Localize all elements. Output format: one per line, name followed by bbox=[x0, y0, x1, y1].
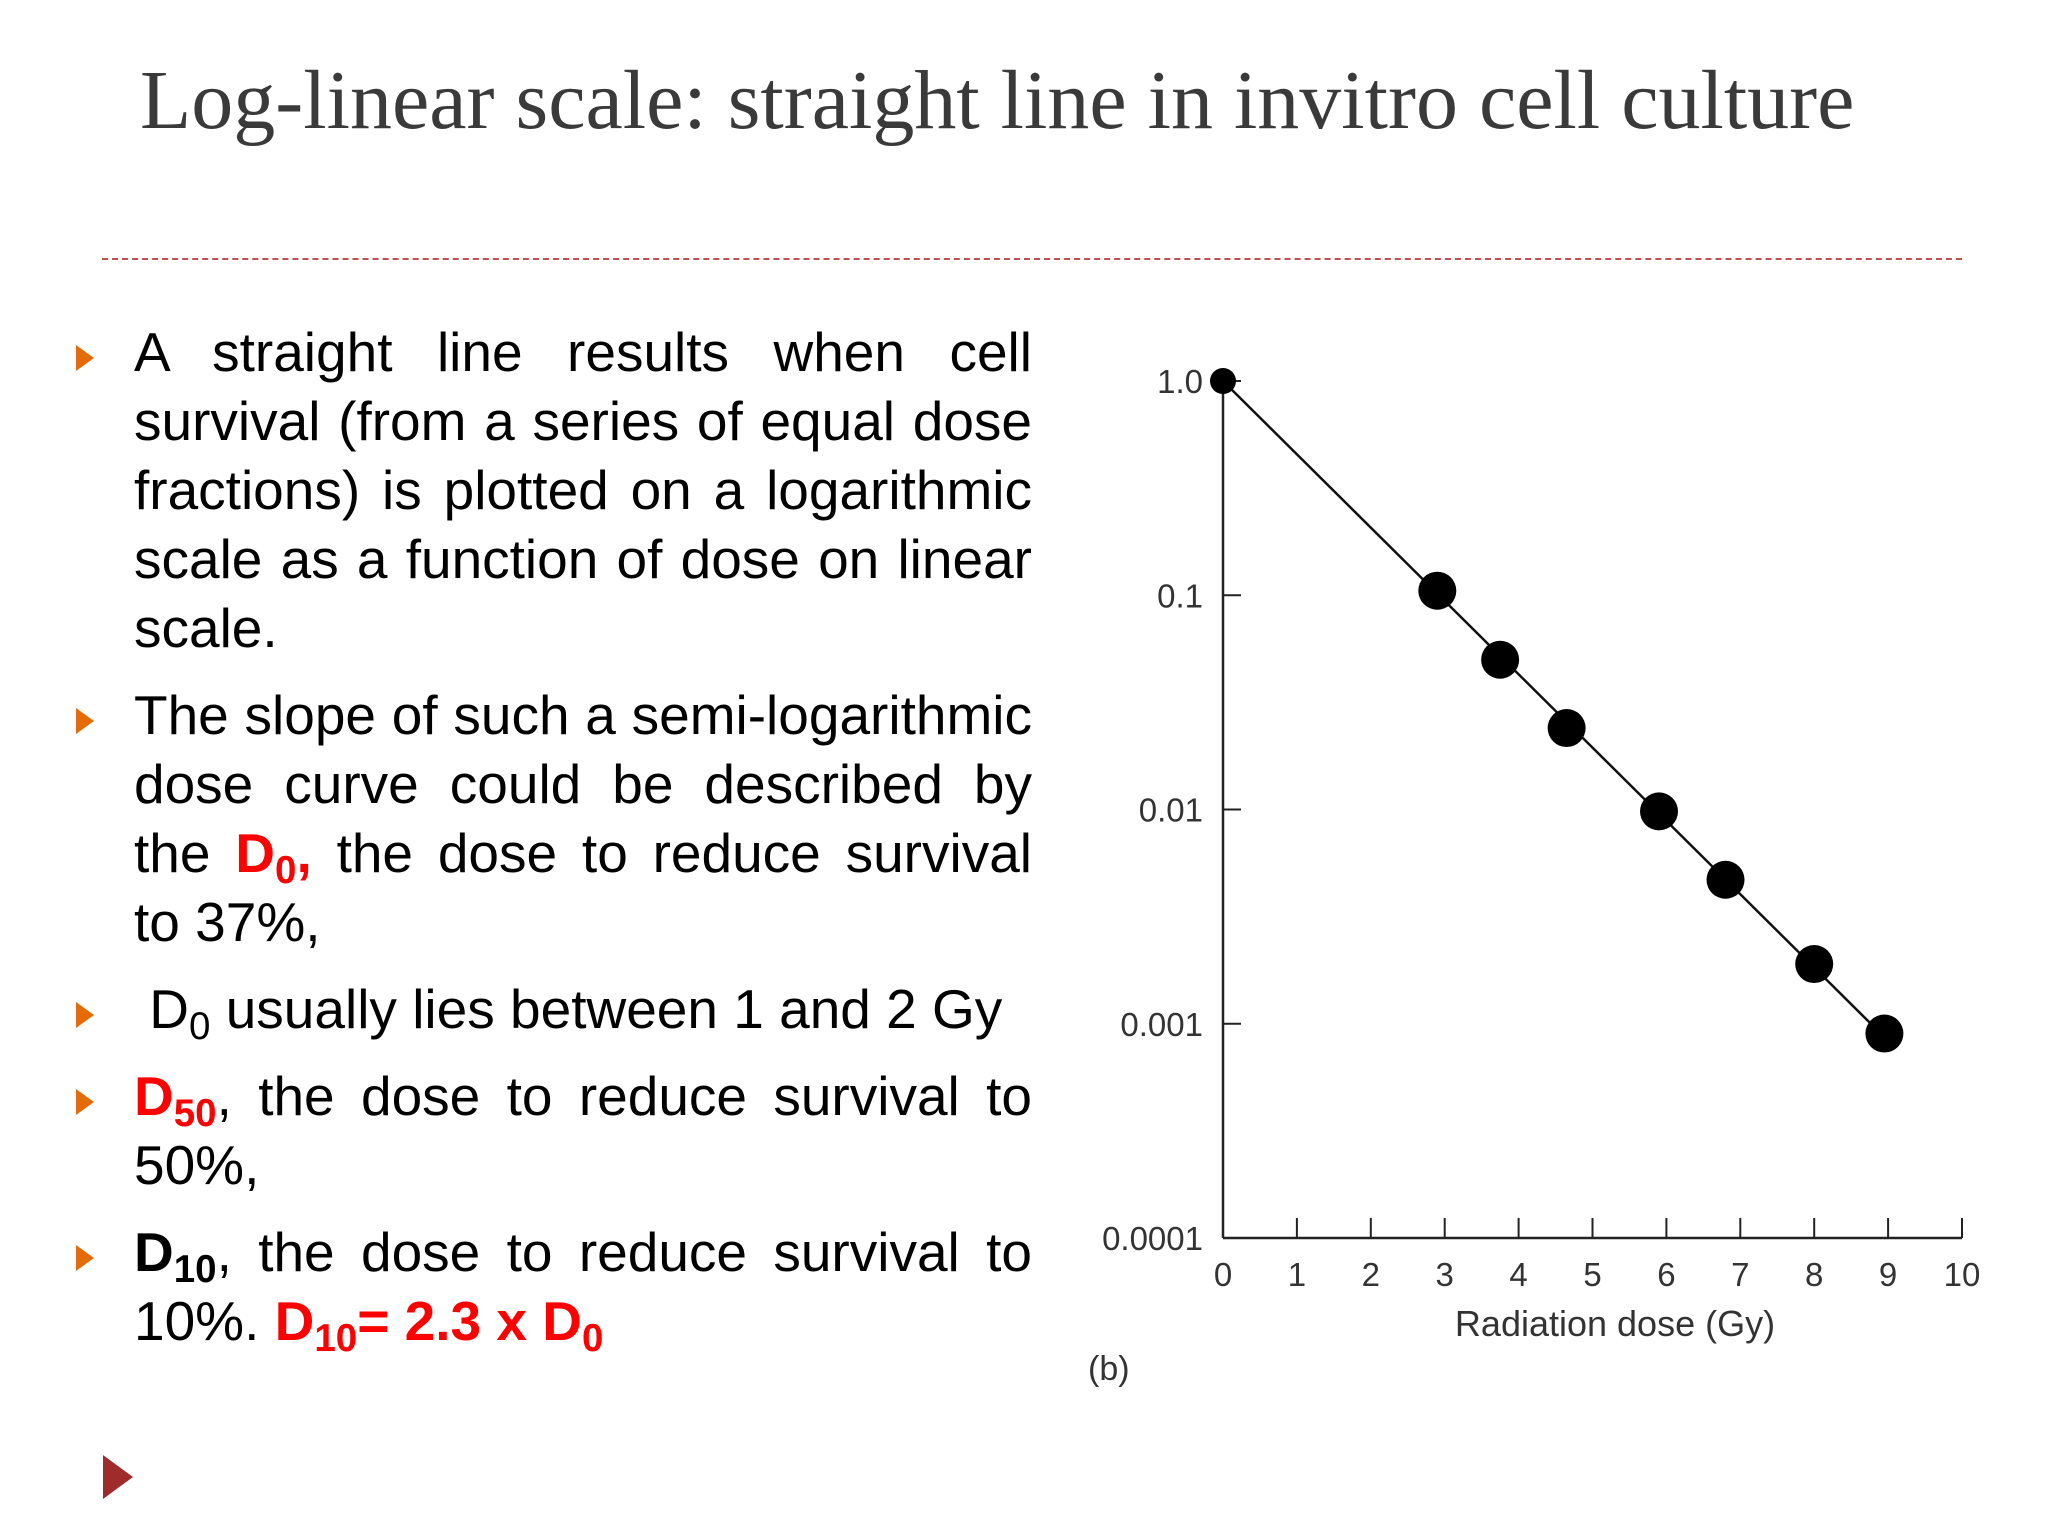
survival-curve-chart: 1.0 0.1 0.01 0.001 0.0001 0 1 2 3 4 5 6 7 8 9 10 Radia… bbox=[1088, 363, 1980, 1388]
next-slide-arrow-icon[interactable] bbox=[103, 1455, 133, 1499]
y-tick-label: 0.0001 bbox=[1102, 1220, 1203, 1257]
x-tick-label: 9 bbox=[1879, 1256, 1897, 1293]
y-tick-label: 0.01 bbox=[1139, 792, 1203, 829]
bullet-text-rest: the dose to reduce survival to 37%, bbox=[134, 822, 1033, 953]
bullet-text: The slope of such a semi-logarithmic dos… bbox=[134, 684, 1032, 884]
bullet-d10: D10, the dose to reduce survival to 10%.… bbox=[62, 1218, 1032, 1360]
x-tick-label: 5 bbox=[1583, 1256, 1601, 1293]
x-tick-label: 3 bbox=[1436, 1256, 1454, 1293]
data-point bbox=[1481, 640, 1520, 679]
bullet-arrow-icon bbox=[76, 708, 94, 734]
x-tick-label: 10 bbox=[1944, 1256, 1980, 1293]
bullet-arrow-icon bbox=[76, 1002, 94, 1028]
bullet-straight-line: A straight line results when cell surviv… bbox=[62, 318, 1032, 663]
d10-equation: D10= 2.3 x D0 bbox=[274, 1290, 604, 1360]
bullet-arrow-icon bbox=[76, 345, 94, 371]
x-tick-label: 4 bbox=[1509, 1256, 1527, 1293]
y-tick-label: 1.0 bbox=[1157, 363, 1203, 400]
y-tick-label: 0.1 bbox=[1157, 577, 1203, 614]
x-tick-label: 8 bbox=[1805, 1256, 1823, 1293]
slide-title: Log-linear scale: straight line in invit… bbox=[140, 54, 1855, 147]
y-axis-ticks: 1.0 0.1 0.01 0.001 0.0001 bbox=[1102, 363, 1241, 1257]
bullet-slope-d0: The slope of such a semi-logarithmic dos… bbox=[62, 681, 1032, 957]
d0-term: D0, bbox=[235, 822, 312, 892]
bullet-text: usually lies between 1 and 2 Gy bbox=[225, 978, 1003, 1040]
d0-symbol: D0 bbox=[149, 978, 211, 1048]
top-dashed-divider bbox=[102, 258, 1962, 260]
x-tick-label: 1 bbox=[1288, 1256, 1306, 1293]
data-point bbox=[1547, 709, 1586, 748]
bullet-d0-range: D0 usually lies between 1 and 2 Gy bbox=[62, 975, 1032, 1048]
data-point bbox=[1210, 368, 1236, 394]
x-axis-ticks: 0 1 2 3 4 5 6 7 8 9 10 bbox=[1214, 1218, 1980, 1293]
data-point bbox=[1706, 860, 1745, 899]
bullet-arrow-icon bbox=[76, 1089, 94, 1115]
d50-term: D50 bbox=[134, 1065, 217, 1135]
x-axis-label: Radiation dose (Gy) bbox=[1455, 1303, 1775, 1344]
bullet-d50: D50, the dose to reduce survival to 50%, bbox=[62, 1062, 1032, 1200]
chart-axes bbox=[1221, 381, 1962, 1240]
panel-label: (b) bbox=[1088, 1350, 1130, 1388]
bullet-list: A straight line results when cell surviv… bbox=[62, 318, 1032, 1374]
x-tick-label: 2 bbox=[1362, 1256, 1380, 1293]
x-tick-label: 0 bbox=[1214, 1256, 1232, 1293]
data-point bbox=[1865, 1014, 1904, 1053]
data-point bbox=[1418, 571, 1457, 610]
bullet-arrow-icon bbox=[76, 1245, 94, 1271]
bullet-text: , the dose to reduce survival to 50%, bbox=[134, 1065, 1032, 1196]
x-tick-label: 7 bbox=[1731, 1256, 1749, 1293]
data-point bbox=[1640, 792, 1679, 831]
data-point bbox=[1795, 945, 1834, 984]
data-points bbox=[1210, 368, 1904, 1053]
y-tick-label: 0.001 bbox=[1120, 1006, 1203, 1043]
bullet-text: , the dose to reduce survival to 10%. bbox=[134, 1221, 1032, 1352]
bullet-text: A straight line results when cell surviv… bbox=[134, 321, 1032, 659]
d10-term: D10 bbox=[134, 1221, 217, 1291]
x-tick-label: 6 bbox=[1657, 1256, 1675, 1293]
